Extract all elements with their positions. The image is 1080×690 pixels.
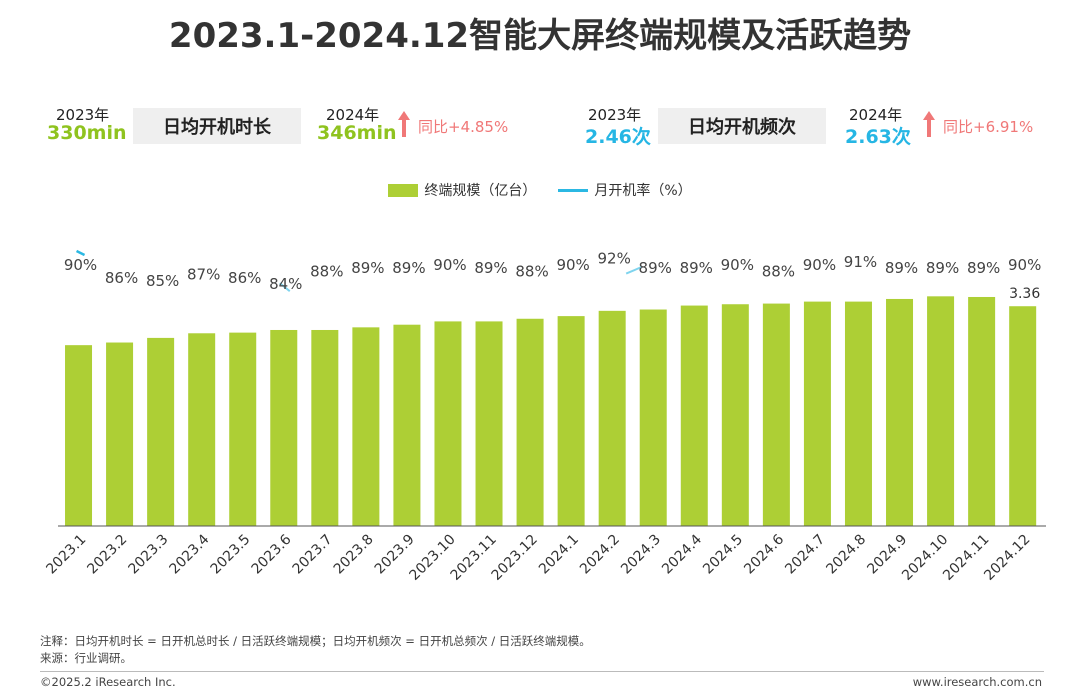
bar — [762, 303, 790, 526]
bar — [434, 321, 462, 526]
line-data-label: 85% — [146, 272, 179, 290]
bar — [311, 329, 339, 526]
bar — [721, 304, 749, 526]
bar — [352, 327, 380, 526]
legend-swatch-bar — [388, 183, 419, 197]
bar — [188, 333, 216, 526]
legend-item-line: 月开机率（%） — [558, 180, 692, 200]
bar — [65, 345, 93, 526]
line-data-label: 90% — [433, 256, 466, 274]
footer-website: www.iresearch.com.cn — [912, 675, 1042, 689]
line-data-label: 89% — [926, 259, 959, 277]
bar — [475, 321, 503, 526]
bar — [639, 309, 667, 526]
line-data-label: 89% — [474, 259, 507, 277]
bar — [680, 305, 708, 526]
up-arrow-icon — [398, 111, 410, 137]
line-data-label: 89% — [639, 259, 672, 277]
line-data-label: 91% — [844, 253, 877, 271]
line-data-label: 89% — [392, 259, 425, 277]
bar — [598, 310, 626, 526]
legend-swatch-line — [558, 188, 589, 192]
line-data-label: 92% — [598, 250, 631, 268]
x-tick-label: 2023.8 — [331, 532, 377, 578]
up-arrow-icon — [923, 111, 935, 137]
kpi-frequency-year-b: 2024年 — [849, 106, 903, 124]
legend-label-bar: 终端规模（亿台） — [424, 183, 537, 199]
x-tick-label: 2024.3 — [618, 532, 664, 578]
line-data-label: 89% — [885, 259, 918, 277]
line-data-label: 89% — [351, 259, 384, 277]
x-tick-label: 2023.3 — [125, 532, 171, 578]
bar — [927, 296, 955, 526]
line-segment — [279, 282, 291, 292]
footer-copyright: ©2025.2 iResearch Inc. — [40, 675, 176, 689]
x-tick-label: 2024.2 — [577, 532, 623, 578]
x-tick-label: 2023.12 — [489, 532, 541, 584]
bar — [803, 301, 831, 526]
kpi-duration-value-a: 330min — [47, 122, 127, 144]
bar — [270, 329, 298, 526]
x-tick-label: 2024.5 — [700, 532, 746, 578]
bar — [886, 298, 914, 526]
x-tick-label: 2024.6 — [741, 531, 787, 577]
chart-source: 来源：行业调研。 — [40, 651, 132, 665]
line-data-label: 88% — [310, 262, 343, 280]
kpi-frequency-yoy: 同比+6.91% — [943, 118, 1034, 136]
bar — [393, 324, 421, 526]
chart-legend: 终端规模（亿台） 月开机率（%） — [0, 180, 1080, 200]
x-tick-label: 2024.4 — [659, 531, 705, 577]
kpi-frequency-year-a: 2023年 — [588, 106, 642, 124]
kpi-duration-label: 日均开机时长 — [133, 108, 301, 144]
x-tick-label: 2023.6 — [249, 531, 295, 577]
bar — [106, 342, 134, 526]
bar-data-label: 3.36 — [1009, 286, 1040, 302]
footer-divider — [40, 671, 1044, 672]
bar — [229, 332, 257, 526]
kpi-duration-year-b: 2024年 — [326, 106, 380, 124]
bar — [557, 316, 585, 526]
line-data-label: 88% — [515, 262, 548, 280]
x-tick-label: 2023.1 — [43, 532, 89, 578]
kpi-duration-year-a: 2023年 — [56, 106, 110, 124]
line-data-label: 89% — [680, 259, 713, 277]
line-segment — [625, 266, 642, 275]
kpi-frequency-value-a: 2.46次 — [585, 126, 651, 148]
bar — [968, 296, 996, 526]
line-data-label: 87% — [187, 266, 220, 284]
kpi-duration-yoy: 同比+4.85% — [418, 118, 509, 136]
line-data-label: 90% — [803, 256, 836, 274]
legend-label-line: 月开机率（%） — [594, 183, 692, 199]
x-tick-label: 2023.4 — [167, 531, 213, 577]
line-segment — [75, 249, 86, 257]
line-data-label: 89% — [967, 259, 1000, 277]
x-tick-label: 2023.2 — [84, 532, 130, 578]
line-data-label: 86% — [105, 269, 138, 287]
x-tick-label: 2023.5 — [208, 532, 254, 578]
line-data-label: 90% — [556, 256, 589, 274]
x-tick-label: 2024.8 — [823, 532, 869, 578]
combo-chart: 3.36 2023.12023.22023.32023.42023.52023.6… — [43, 249, 1046, 584]
chart-title: 2023.1-2024.12智能大屏终端规模及活跃趋势 — [168, 16, 912, 56]
line-data-label: 90% — [1008, 256, 1041, 274]
line-data-label: 84% — [269, 275, 302, 293]
x-tick-label: 2024.12 — [981, 532, 1033, 584]
line-data-label: 88% — [762, 262, 795, 280]
bar — [147, 337, 175, 526]
line-data-label: 86% — [228, 269, 261, 287]
kpi-frequency-label: 日均开机频次 — [658, 108, 826, 144]
x-tick-label: 2024.7 — [782, 532, 828, 578]
x-tick-label: 2024.1 — [536, 532, 582, 578]
kpi-frequency-value-b: 2.63次 — [845, 126, 911, 148]
bar — [516, 318, 544, 526]
bar — [1009, 306, 1037, 526]
chart-note: 注释：日均开机时长 = 日开机总时长 / 日活跃终端规模；日均开机频次 = 日开… — [40, 634, 591, 648]
legend-item-bar: 终端规模（亿台） — [388, 180, 536, 200]
x-tick-label: 2023.7 — [290, 532, 336, 578]
line-data-label: 90% — [64, 256, 97, 274]
bar — [844, 301, 872, 526]
line-data-label: 90% — [721, 256, 754, 274]
kpi-duration-value-b: 346min — [317, 122, 397, 144]
